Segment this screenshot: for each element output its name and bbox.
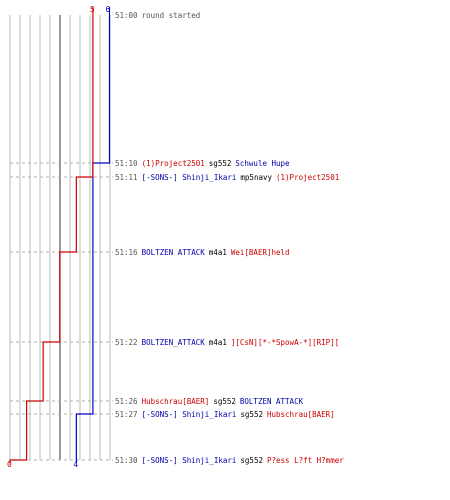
event-weapon: sg552 [240,410,263,419]
event-time: 51:10 [115,159,138,168]
event-time: 51:30 [115,456,138,465]
blue-team-end-count: 4 [73,460,79,469]
event-killer: [-SONS-] Shinji_Ikari [141,456,237,465]
event-killer: Hubschrau[BAER] [141,397,210,406]
event-weapon: m4a1 [208,248,227,257]
event-victim: ][CsN][*-*SpowA-*][RIP][ [230,338,340,347]
event-row: 51:27 [-SONS-] Shinji_Ikari sg552 Hubschrau… [115,410,339,420]
event-killer: BOLTZEN ATTACK [141,248,205,257]
event-row: 51:26 Hubschrau[BAER] sg552 BOLTZEN ATTACK [115,397,307,407]
event-weapon: m4a1 [208,338,227,347]
event-killer: (1)Project2501 [141,159,205,168]
event-time: 51:26 [115,397,138,406]
event-row: 51:10 (1)Project2501 sg552 Schwule Hupe [115,159,294,169]
red-team-count-line [9,7,94,463]
event-row: 51:00 round started [115,11,204,21]
event-victim: BOLTZEN ATTACK [239,397,304,406]
event-killer: [-SONS-] Shinji_Ikari [141,410,237,419]
event-victim: (1)Project2501 [276,173,340,182]
event-row: 51:11 [-SONS-] Shinji_Ikari mp5navy (1)Proj… [115,173,343,183]
event-weapon: sg552 [240,456,263,465]
red-team-end-count: 0 [7,460,12,469]
event-row: 51:22 BOLTZEN_ATTACK m4a1][CsN][*-*SpowA-*… [115,338,343,348]
event-weapon: sg552 [213,397,236,406]
event-time: 51:11 [115,173,138,182]
event-note: round started [141,11,201,20]
event-victim: Schwule Hupe [235,159,290,168]
event-time: 51:22 [115,338,138,347]
event-time: 51:27 [115,410,138,419]
blue-team-count-line [75,7,111,463]
event-row: 51:30 [-SONS-] Shinji_Ikari sg552 P?ess L?f… [115,456,348,466]
event-weapon: sg552 [208,159,232,168]
event-weapon: mp5navy [240,173,273,182]
event-victim: Hubschrau[BAER] [266,410,335,419]
red-team-start-count: 5 [89,5,95,14]
event-victim: Wei[BAER]held [230,248,290,257]
event-killer: BOLTZEN_ATTACK [141,338,205,347]
event-killer: [-SONS-] Shinji_Ikari [141,173,237,182]
blue-team-start-count: 6 [105,5,111,14]
event-victim: P?ess L?ft H?mmer [266,456,344,465]
event-row: 51:16 BOLTZEN ATTACK m4a1 Wei[BAER]held [115,248,294,258]
event-time: 51:00 [115,11,138,20]
event-time: 51:16 [115,248,138,257]
